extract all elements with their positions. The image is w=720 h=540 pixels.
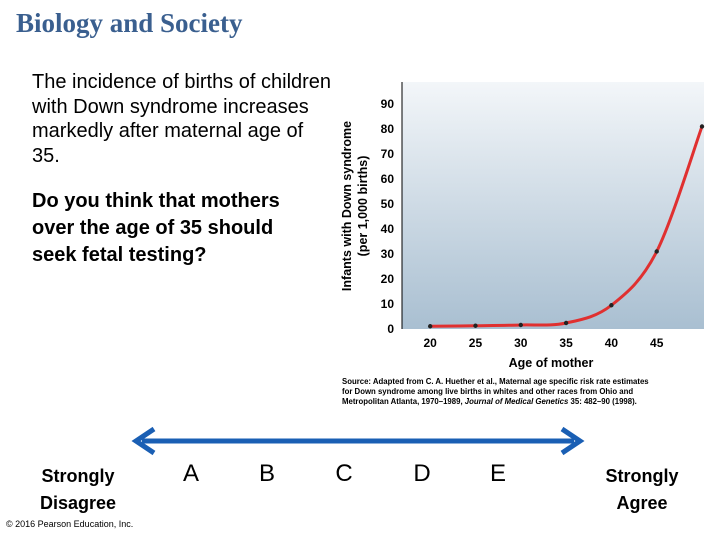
x-tick-label: 30 [514,336,528,350]
y-tick-label: 80 [381,122,395,136]
y-tick-label: 50 [381,197,395,211]
right-arrowhead-icon [560,426,585,456]
source-line-2: for Down syndrome among live births in w… [342,387,633,396]
data-point [654,249,659,254]
x-tick-label: 25 [469,336,483,350]
data-point [427,324,433,329]
plot-background [402,82,704,329]
source-line-3a: Metropolitan Atlanta, 1970–1989, [342,397,463,406]
option-c[interactable]: C [335,460,353,487]
y-tick-label: 30 [381,247,395,261]
data-point [609,303,614,308]
strongly-disagree-line1: Strongly [41,466,115,486]
left-arrowhead-icon [131,426,156,456]
x-tick-label: 35 [559,336,573,350]
data-point [699,124,705,129]
source-line-1: Source: Adapted from C. A. Huether et al… [342,377,649,386]
option-d[interactable]: D [413,460,431,487]
x-tick-group: 20 25 30 35 40 45 [424,336,664,350]
y-tick-group: 0 10 20 30 40 50 60 70 80 90 [381,97,395,336]
strongly-agree-line2: Agree [616,493,668,513]
option-b[interactable]: B [258,460,275,487]
strongly-disagree-label: Strongly Disagree [18,463,138,517]
data-point [473,323,478,328]
strongly-agree-line1: Strongly [605,466,679,486]
source-journal: Journal of Medical Genetics [465,397,569,406]
source-line-3: Metropolitan Atlanta, 1970–1989, Journal… [342,397,637,406]
y-tick-label: 70 [381,147,395,161]
data-points [427,124,705,329]
x-tick-label: 20 [424,336,438,350]
data-point [518,322,523,328]
y-tick-label: 60 [381,172,395,186]
x-axis-label: Age of mother [509,356,594,370]
x-tick-label: 40 [605,336,619,350]
source-line-3b: 35: 482–90 (1998). [571,397,637,406]
x-tick-label: 45 [650,336,664,350]
agreement-scale-arrow [131,426,585,456]
down-syndrome-chart: 0 10 20 30 40 50 60 70 80 90 20 25 30 35 40 45 Infants… [340,82,705,406]
y-axis-label-line2: (per 1,000 births) [356,156,370,257]
strongly-disagree-line2: Disagree [39,493,117,513]
y-tick-label: 90 [381,97,395,111]
y-axis-label-line1: Infants with Down syndrome [340,121,354,291]
y-tick-label: 20 [381,272,395,286]
option-a[interactable]: A [182,460,199,487]
y-tick-label: 0 [387,322,394,336]
strongly-agree-label: Strongly Agree [584,463,700,517]
y-tick-label: 40 [381,222,395,236]
copyright: © 2016 Pearson Education, Inc. [6,519,134,529]
intro-text: The incidence of births of children with… [32,71,332,167]
question-text: Do you think that mothers over the age o… [32,190,280,266]
option-e[interactable]: E [489,460,506,487]
y-tick-label: 10 [381,297,395,311]
slide-title: Biology and Society [16,8,243,38]
data-point [563,320,569,326]
